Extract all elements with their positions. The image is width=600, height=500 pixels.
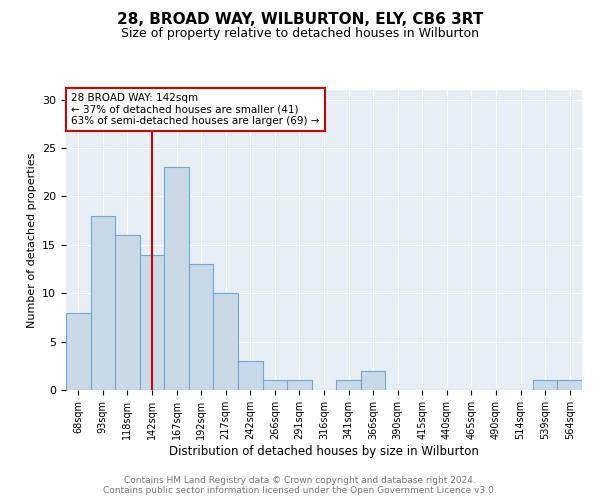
Text: 28 BROAD WAY: 142sqm
← 37% of detached houses are smaller (41)
63% of semi-detac: 28 BROAD WAY: 142sqm ← 37% of detached h… xyxy=(71,93,320,126)
Bar xyxy=(189,264,214,390)
Bar xyxy=(238,361,263,390)
Text: Size of property relative to detached houses in Wilburton: Size of property relative to detached ho… xyxy=(121,28,479,40)
Bar xyxy=(66,312,91,390)
Bar xyxy=(361,370,385,390)
Bar xyxy=(287,380,312,390)
Bar xyxy=(91,216,115,390)
Y-axis label: Number of detached properties: Number of detached properties xyxy=(26,152,37,328)
Bar xyxy=(533,380,557,390)
Bar xyxy=(557,380,582,390)
X-axis label: Distribution of detached houses by size in Wilburton: Distribution of detached houses by size … xyxy=(169,444,479,458)
Bar xyxy=(263,380,287,390)
Text: Contains HM Land Registry data © Crown copyright and database right 2024.
Contai: Contains HM Land Registry data © Crown c… xyxy=(103,476,497,495)
Bar xyxy=(214,293,238,390)
Bar xyxy=(164,168,189,390)
Text: 28, BROAD WAY, WILBURTON, ELY, CB6 3RT: 28, BROAD WAY, WILBURTON, ELY, CB6 3RT xyxy=(117,12,483,28)
Bar xyxy=(336,380,361,390)
Bar xyxy=(140,254,164,390)
Bar xyxy=(115,235,140,390)
